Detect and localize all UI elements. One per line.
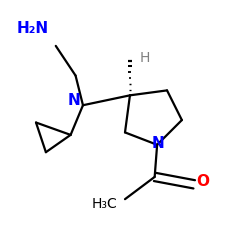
Text: H₂N: H₂N <box>16 21 48 36</box>
Text: N: N <box>68 93 81 108</box>
Text: H: H <box>140 51 150 65</box>
Text: H₃C: H₃C <box>92 197 118 211</box>
Text: N: N <box>152 136 165 151</box>
Text: O: O <box>196 174 209 189</box>
